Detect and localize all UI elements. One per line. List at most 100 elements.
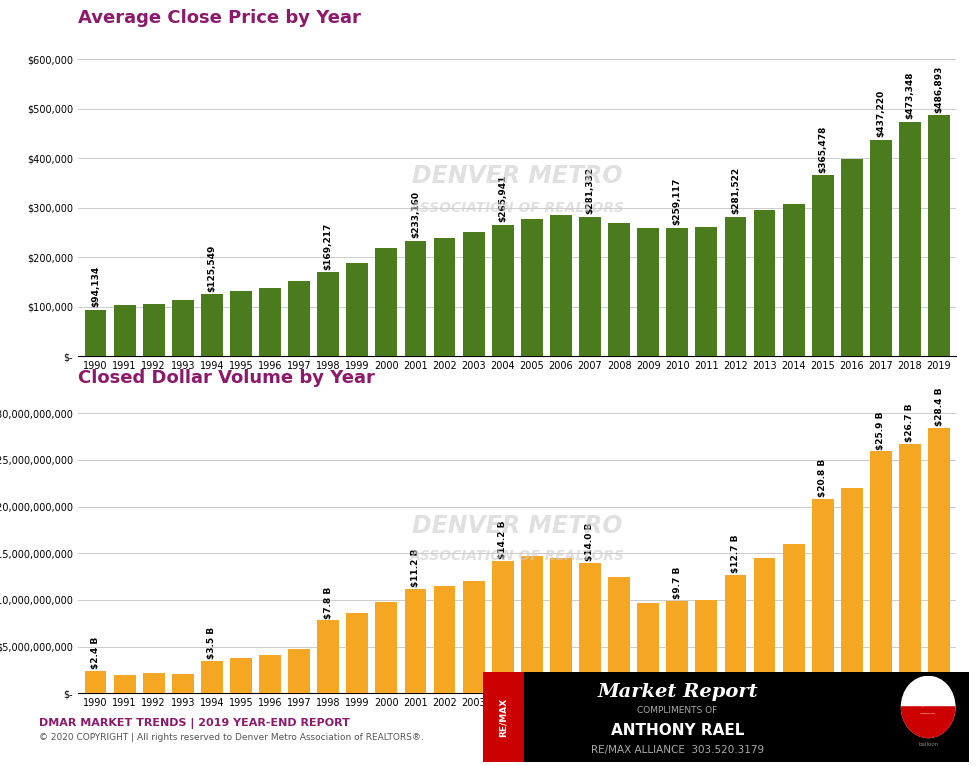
Text: ASSOCIATION OF REALTORS: ASSOCIATION OF REALTORS <box>410 548 625 563</box>
Bar <box>637 603 659 693</box>
Text: $20.8 B: $20.8 B <box>818 459 828 497</box>
Text: $437,220: $437,220 <box>876 90 885 137</box>
Bar <box>201 660 223 693</box>
Text: RE/MAX ALLIANCE  303.520.3179: RE/MAX ALLIANCE 303.520.3179 <box>591 745 764 755</box>
Bar <box>550 558 572 693</box>
Bar <box>667 228 688 356</box>
Bar <box>870 139 892 356</box>
Text: $125,549: $125,549 <box>207 244 217 292</box>
Bar <box>142 673 165 693</box>
Text: COMPLIMENTS OF: COMPLIMENTS OF <box>637 706 717 715</box>
Bar <box>288 650 310 693</box>
Bar <box>260 655 281 693</box>
Bar <box>637 228 659 356</box>
Bar <box>579 562 601 693</box>
Text: $259,117: $259,117 <box>672 178 682 225</box>
Bar <box>463 232 484 356</box>
Bar <box>928 115 950 356</box>
Bar <box>812 175 834 356</box>
Text: $7.8 B: $7.8 B <box>324 586 333 619</box>
Bar <box>463 581 484 693</box>
Text: © 2020 COPYRIGHT | All rights reserved to Denver Metro Association of REALTORS®.: © 2020 COPYRIGHT | All rights reserved t… <box>39 733 424 742</box>
Text: Average Close Price by Year: Average Close Price by Year <box>78 9 361 28</box>
Bar <box>928 428 950 693</box>
Text: $281,332: $281,332 <box>586 167 594 214</box>
Bar <box>201 294 223 356</box>
Text: DENVER METRO: DENVER METRO <box>412 164 623 188</box>
Bar <box>667 601 688 693</box>
Bar <box>608 223 630 356</box>
Text: $25.9 B: $25.9 B <box>876 411 885 450</box>
Text: $233,160: $233,160 <box>411 192 420 238</box>
Bar <box>696 227 717 356</box>
Bar <box>841 488 863 693</box>
Text: Closed Dollar Volume by Year: Closed Dollar Volume by Year <box>78 369 375 388</box>
Bar <box>521 218 543 356</box>
Text: ANTHONY RAEL: ANTHONY RAEL <box>611 723 745 738</box>
Bar <box>579 217 601 356</box>
Bar <box>114 675 136 693</box>
Bar <box>172 673 193 693</box>
Circle shape <box>902 676 955 738</box>
Text: $169,217: $169,217 <box>324 223 333 270</box>
Text: $265,941: $265,941 <box>498 175 508 222</box>
Bar <box>230 291 252 356</box>
Bar <box>696 600 717 693</box>
Bar <box>317 620 339 693</box>
Bar <box>812 499 834 693</box>
Bar <box>288 281 310 356</box>
Bar <box>841 159 863 356</box>
Text: $14.0 B: $14.0 B <box>586 522 594 561</box>
Bar <box>376 602 397 693</box>
Bar <box>608 577 630 693</box>
Text: $3.5 B: $3.5 B <box>207 627 217 659</box>
Bar <box>492 224 513 356</box>
Text: DMAR MARKET TRENDS | 2019 YEAR-END REPORT: DMAR MARKET TRENDS | 2019 YEAR-END REPOR… <box>39 719 350 729</box>
Bar <box>724 217 747 356</box>
Text: $12.7 B: $12.7 B <box>731 535 740 573</box>
Bar <box>783 204 804 356</box>
Bar <box>433 238 456 356</box>
Text: balloon: balloon <box>918 742 938 748</box>
Bar <box>550 215 572 356</box>
Bar <box>85 309 106 356</box>
Bar <box>172 300 193 356</box>
Text: $26.7 B: $26.7 B <box>906 404 915 442</box>
Text: RE/MAX: RE/MAX <box>912 699 945 708</box>
Bar <box>142 304 165 356</box>
Bar <box>899 122 920 356</box>
Bar <box>724 574 747 693</box>
Bar <box>346 264 368 356</box>
Bar <box>870 451 892 693</box>
Bar <box>114 305 136 356</box>
Text: ———: ——— <box>920 711 936 716</box>
Bar <box>317 273 339 356</box>
Bar <box>783 544 804 693</box>
Text: $2.4 B: $2.4 B <box>91 637 100 669</box>
Text: $11.2 B: $11.2 B <box>411 548 420 587</box>
Text: DENVER METRO: DENVER METRO <box>412 514 623 538</box>
Bar <box>376 248 397 356</box>
Text: RE/MAX: RE/MAX <box>499 697 508 737</box>
Bar <box>899 444 920 693</box>
Text: $473,348: $473,348 <box>906 72 915 119</box>
Text: $28.4 B: $28.4 B <box>935 388 944 426</box>
Bar <box>521 556 543 693</box>
Bar <box>492 561 513 693</box>
Text: $281,522: $281,522 <box>731 167 740 214</box>
Text: Market Report: Market Report <box>597 683 757 701</box>
Text: $486,893: $486,893 <box>935 65 944 113</box>
Bar <box>230 658 252 693</box>
Bar <box>753 210 775 356</box>
Bar <box>753 558 775 693</box>
Bar <box>85 671 106 693</box>
Wedge shape <box>902 707 955 738</box>
Bar <box>346 613 368 693</box>
Text: $14.2 B: $14.2 B <box>498 520 508 559</box>
Bar <box>260 288 281 356</box>
Text: ASSOCIATION OF REALTORS: ASSOCIATION OF REALTORS <box>410 201 625 215</box>
Bar <box>405 241 427 356</box>
Text: $365,478: $365,478 <box>818 126 828 173</box>
Bar <box>433 586 456 693</box>
Bar <box>405 588 427 693</box>
